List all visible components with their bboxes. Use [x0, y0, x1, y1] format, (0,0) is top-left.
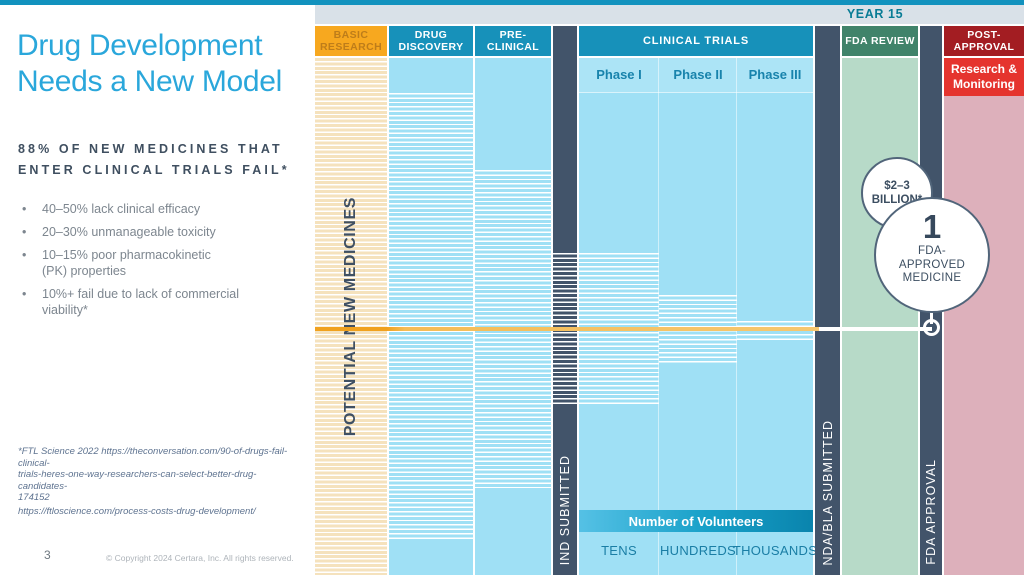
year-15-label: YEAR 15: [846, 7, 904, 21]
subtitle-line1: 88% OF NEW MEDICINES THAT: [18, 142, 283, 156]
ind-submitted-text: IND SUBMITTED: [558, 454, 572, 565]
subtitle-statistic: 88% OF NEW MEDICINES THAT ENTER CLINICAL…: [18, 139, 318, 181]
potential-new-medicines-text: POTENTIAL NEW MEDICINES: [342, 196, 359, 437]
stage-header-clinical-trials: CLINICAL TRIALS: [579, 26, 813, 56]
stage-header-post-approval: POST-APPROVAL: [944, 26, 1024, 56]
stage-header-pre-clinical: PRE-CLINICAL: [475, 26, 551, 56]
approved-text-line: FDA-: [917, 245, 947, 257]
approved-medicine-callout-circle: 1 FDA- APPROVED MEDICINE: [874, 197, 990, 313]
footnote-source-1: *FTL Science 2022 https://theconversatio…: [18, 446, 303, 504]
bullet-text: (PK) properties: [42, 264, 127, 278]
year-timeline-band: [315, 5, 1024, 24]
page-title: Drug Development Needs a New Model: [17, 28, 312, 100]
bullet-list: • 40–50% lack clinical efficacy • 20–30%…: [22, 201, 292, 325]
stage-header-basic-research: BASIC RESEARCH: [315, 26, 387, 56]
footnote-line: *FTL Science 2022 https://theconversatio…: [18, 446, 288, 469]
ind-submitted-gate-column: IND SUBMITTED: [553, 26, 577, 575]
column-basic-research: POTENTIAL NEW MEDICINES: [315, 58, 387, 575]
bullet-text: 20–30% unmanageable toxicity: [42, 225, 216, 239]
approved-text-line: MEDICINE: [902, 272, 962, 284]
potential-new-medicines-label: POTENTIAL NEW MEDICINES: [315, 58, 387, 575]
page-title-line2: Needs a New Model: [17, 65, 283, 98]
bullet-dot: •: [22, 225, 27, 239]
bullet-text: viability*: [42, 303, 88, 317]
nda-bla-submitted-label: NDA/BLA SUBMITTED: [815, 420, 840, 566]
bullet-dot: •: [22, 202, 27, 216]
nda-bla-submitted-gate-column: NDA/BLA SUBMITTED: [815, 26, 840, 575]
candidate-stripes-drug-discovery: [389, 90, 473, 542]
volunteers-thousands-label: THOUSANDS: [732, 542, 818, 558]
phase-label-band: [579, 58, 813, 93]
list-item: • 10–15% poor pharmacokinetic (PK) proper…: [22, 247, 292, 279]
footnote-line: 174152: [18, 492, 50, 503]
drug-development-funnel-diagram: YEAR 15 BASIC RESEARCH DRUG DISCOVERY PR…: [315, 0, 1024, 575]
bullet-text: 10–15% poor pharmacokinetic: [42, 248, 211, 262]
phase-divider: [658, 58, 659, 575]
footnote-source-2: https://ftloscience.com/process-costs-dr…: [18, 506, 303, 518]
approved-circle-stem: [930, 310, 933, 324]
bullet-dot: •: [22, 287, 27, 301]
page-number: 3: [44, 548, 51, 562]
approved-count: 1: [922, 208, 942, 245]
fda-approval-text: FDA APPROVAL: [924, 459, 938, 565]
bullet-dot: •: [22, 248, 27, 262]
ind-submitted-label: IND SUBMITTED: [553, 455, 577, 565]
page-title-line1: Drug Development: [17, 29, 263, 62]
footnote-line: trials-heres-one-way-researchers-can-sel…: [18, 469, 257, 492]
research-and-monitoring-block: Research & Monitoring: [944, 58, 1024, 96]
bullet-text: 10%+ fail due to lack of commercial: [42, 287, 239, 301]
stage-header-drug-discovery: DRUG DISCOVERY: [389, 26, 473, 56]
fda-approval-label: FDA APPROVAL: [920, 459, 942, 565]
copyright-text: © Copyright 2024 Certara, Inc. All right…: [106, 553, 294, 563]
approved-medicine-white-path-line: [819, 327, 932, 331]
phase-2-label: Phase II: [673, 66, 723, 82]
nda-bla-submitted-text: NDA/BLA SUBMITTED: [820, 419, 835, 566]
phase-3-label: Phase III: [748, 66, 802, 82]
column-pre-clinical: [475, 58, 551, 575]
column-clinical-trials: Phase I Phase II Phase III Number of Vol…: [579, 58, 818, 575]
cost-amount: $2–3: [884, 180, 910, 192]
approval-endpoint-ring: [923, 319, 940, 336]
bullet-text: 40–50% lack clinical efficacy: [42, 202, 201, 216]
column-drug-discovery: [389, 58, 473, 575]
number-of-volunteers-band: Number of Volunteers: [579, 510, 813, 532]
approved-medicine-gold-path-line: [315, 327, 819, 331]
stage-header-fda-review: FDA REVIEW: [842, 26, 918, 56]
phase-divider: [736, 58, 737, 575]
volunteers-hundreds-label: HUNDREDS: [659, 542, 737, 558]
footnote-line: https://ftloscience.com/process-costs-dr…: [18, 506, 256, 517]
column-fda-review: [842, 58, 918, 575]
list-item: • 10%+ fail due to lack of commercial via…: [22, 286, 292, 318]
volunteers-tens-label: TENS: [601, 542, 637, 558]
list-item: • 20–30% unmanageable toxicity: [22, 224, 292, 240]
list-item: • 40–50% lack clinical efficacy: [22, 201, 292, 217]
subtitle-line2: ENTER CLINICAL TRIALS FAIL*: [18, 163, 290, 177]
top-accent-bar: [0, 0, 1024, 5]
column-post-approval: [944, 58, 1024, 575]
phase-1-label: Phase I: [596, 66, 642, 82]
approved-text-line: APPROVED: [898, 258, 966, 271]
